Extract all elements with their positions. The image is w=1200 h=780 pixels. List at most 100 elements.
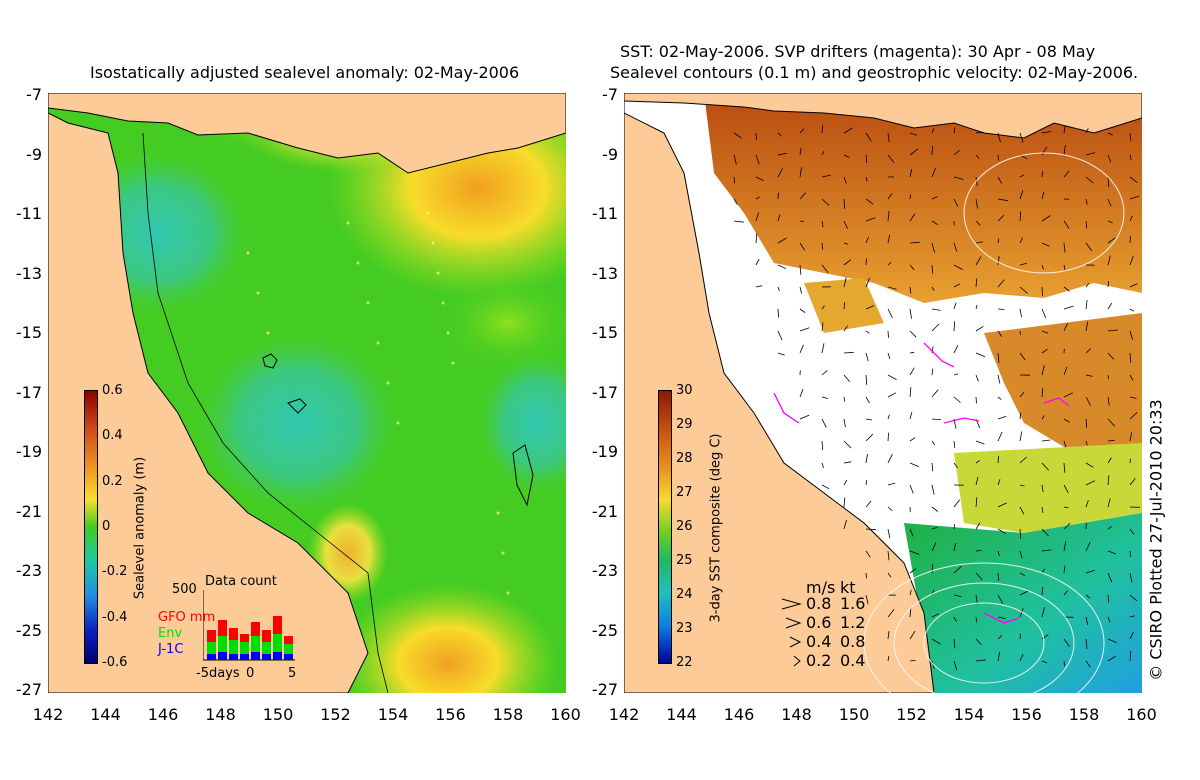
- velocity-arrow: [1129, 572, 1133, 583]
- velocity-arrow: [1107, 198, 1112, 207]
- colorbar-tick-label: 0.6: [102, 383, 123, 398]
- island: [287, 398, 307, 414]
- velocity-arrow: [887, 608, 895, 618]
- low-anomaly-centre: [198, 333, 398, 513]
- velocity-arrow: [953, 283, 960, 288]
- velocity-arrow: [953, 462, 958, 469]
- velocity-arrow: [1041, 388, 1044, 398]
- velocity-arrow: [755, 176, 764, 182]
- velocity-arrow: [1019, 190, 1024, 200]
- velocity-arrow: [843, 479, 848, 486]
- velocity-arrow: [887, 211, 890, 222]
- velocity-arrow: [997, 635, 1003, 640]
- velocity-arrow: [1085, 616, 1089, 625]
- velocity-arrow: [931, 128, 935, 134]
- velocity-arrow: [843, 176, 847, 184]
- velocity-arrow: [799, 344, 804, 354]
- velocity-arrow: [909, 568, 917, 574]
- velocity-arrow: [975, 638, 982, 645]
- velocity-arrow: [931, 264, 934, 274]
- velocity-arrow: [1063, 170, 1070, 178]
- velocity-arrow: [887, 261, 892, 266]
- velocity-arrow: [931, 368, 934, 376]
- velocity-arrow: [931, 462, 934, 472]
- velocity-arrow: [843, 127, 853, 134]
- velocity-arrow: [1041, 215, 1051, 222]
- velocity-arrow: [909, 484, 914, 494]
- velocity-arrow: [1019, 391, 1025, 398]
- velocity-arrow: [777, 286, 780, 292]
- lon-tick-label: 152: [320, 705, 351, 724]
- velocity-arrow: [909, 437, 916, 442]
- velocity-arrow: [909, 286, 912, 294]
- velocity-arrow: [1085, 500, 1089, 508]
- velocity-arrow: [1041, 191, 1045, 200]
- velocity-arrow: [1041, 146, 1048, 156]
- velocity-arrow: [1107, 439, 1115, 442]
- velocity-arrow: [887, 482, 896, 486]
- velocity-arrow: [997, 479, 1001, 486]
- velocity-arrow: [1085, 480, 1096, 486]
- velocity-arrow: [887, 550, 890, 561]
- velocity-arrow: [953, 638, 956, 649]
- velocity-arrow: [1041, 587, 1044, 596]
- colorbar-tick-label: -0.2: [102, 564, 128, 580]
- velocity-arrow: [1107, 475, 1110, 486]
- data-count-x-end: 5: [288, 666, 297, 681]
- velocity-arrow: [1019, 590, 1029, 596]
- velocity-arrow: [953, 524, 955, 530]
- velocity-arrow: [799, 389, 804, 398]
- velocity-arrow: [1107, 280, 1109, 288]
- velocity-arrow: [777, 214, 781, 222]
- velocity-legend-kt: 1.2: [840, 613, 866, 632]
- lon-tick-label: 160: [1126, 705, 1157, 724]
- velocity-arrow: [843, 396, 845, 402]
- velocity-arrow: [1107, 616, 1111, 623]
- velocity-arrow: [997, 528, 1007, 535]
- velocity-arrow: [997, 279, 1005, 288]
- velocity-legend-arrow-icon: [781, 598, 802, 610]
- lat-tick-label: -17: [591, 382, 618, 402]
- velocity-arrow: [821, 264, 829, 274]
- velocity-arrow: [887, 506, 893, 512]
- velocity-arrow: [777, 264, 787, 270]
- lat-tick-label: -19: [591, 442, 618, 461]
- lat-tick-label: -23: [591, 561, 618, 580]
- velocity-arrow: [865, 236, 869, 244]
- velocity-legend-ms: 0.8: [806, 594, 832, 613]
- velocity-arrow: [909, 330, 917, 338]
- velocity-arrow: [931, 323, 940, 332]
- lon-tick-label: 152: [896, 705, 927, 724]
- lon-tick-label: 156: [435, 705, 466, 724]
- velocity-arrow: [931, 145, 933, 156]
- velocity-arrow: [1041, 506, 1044, 514]
- lat-tick-label: -11: [15, 204, 42, 223]
- velocity-arrow: [887, 330, 889, 338]
- velocity-arrow: [1129, 330, 1133, 340]
- velocity-arrow: [821, 198, 830, 206]
- velocity-arrow: [1019, 456, 1027, 464]
- velocity-arrow: [1019, 352, 1026, 361]
- velocity-arrow: [1041, 171, 1043, 178]
- velocity-arrow: [865, 418, 873, 421]
- velocity-arrow: [821, 343, 825, 354]
- sealevel-map-svg: [48, 93, 566, 693]
- velocity-arrow: [975, 594, 978, 605]
- velocity-arrow: [1019, 653, 1024, 662]
- velocity-arrow: [1019, 174, 1025, 178]
- velocity-arrow: [1129, 195, 1140, 200]
- velocity-arrow: [821, 124, 824, 134]
- data-count-legend-env: Env: [158, 626, 183, 641]
- velocity-arrow: [1063, 264, 1066, 271]
- velocity-arrow: [1019, 132, 1024, 143]
- velocity-legend-ms-header: m/s: [806, 578, 836, 597]
- velocity-arrow: [843, 461, 852, 464]
- sst-colorbar: [658, 390, 672, 664]
- velocity-arrow: [931, 220, 939, 226]
- velocity-arrow: [1129, 432, 1132, 442]
- colorbar-tick-label: 0.2: [102, 473, 123, 489]
- lat-tick-label: -25: [15, 620, 42, 640]
- velocity-legend-kt: 1.6: [840, 594, 866, 613]
- velocity-arrow: [1041, 568, 1045, 574]
- velocity-arrow: [997, 616, 1006, 619]
